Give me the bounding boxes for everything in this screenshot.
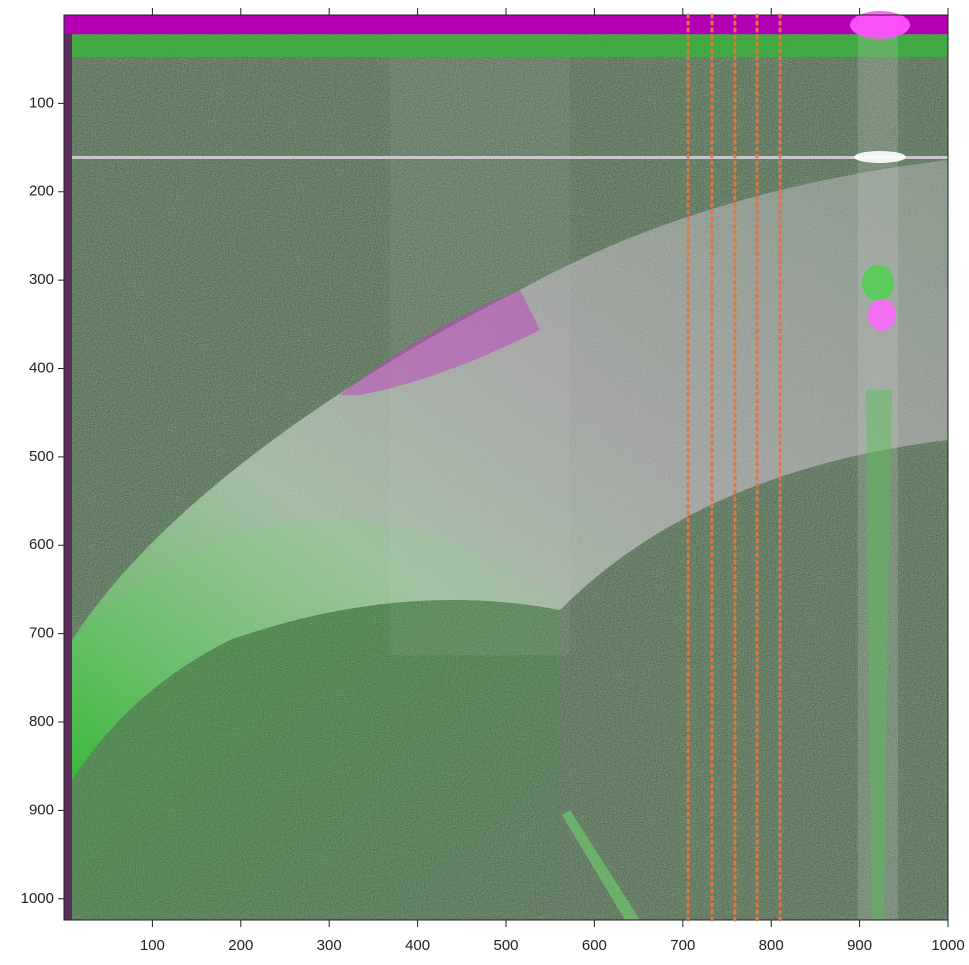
x-tick-label: 900 <box>847 937 872 954</box>
y-tick-label: 300 <box>29 271 54 288</box>
y-tick-label: 800 <box>29 713 54 730</box>
x-tick-label: 300 <box>317 937 342 954</box>
x-tick-label: 800 <box>759 937 784 954</box>
y-tick-label: 900 <box>29 801 54 818</box>
x-tick-label: 500 <box>493 937 518 954</box>
x-tick-label: 100 <box>140 937 165 954</box>
y-tick-label: 200 <box>29 183 54 200</box>
y-tick-label: 400 <box>29 359 54 376</box>
x-tick-label: 200 <box>228 937 253 954</box>
y-tick-label: 100 <box>29 94 54 111</box>
y-tick-label: 1000 <box>21 890 54 907</box>
x-tick-label: 600 <box>582 937 607 954</box>
y-tick-label: 500 <box>29 448 54 465</box>
y-tick-label: 600 <box>29 536 54 553</box>
y-tick-label: 700 <box>29 625 54 642</box>
scan-image <box>63 11 949 921</box>
x-tick-label: 400 <box>405 937 430 954</box>
x-tick-label: 700 <box>670 937 695 954</box>
x-tick-label: 1000 <box>931 937 964 954</box>
